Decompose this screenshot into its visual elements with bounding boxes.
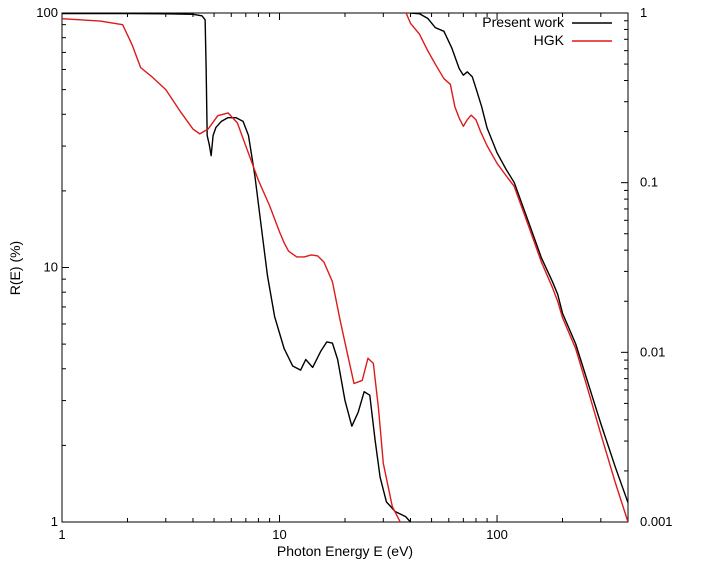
x-tick-label: 1 (58, 527, 65, 542)
hgk-line-left (62, 17, 402, 522)
y2-tick-label: 0.1 (640, 175, 658, 190)
y-axis-title: R(E) (%) (7, 241, 23, 295)
tick-marks (61, 12, 629, 523)
legend-label: HGK (534, 32, 565, 48)
x-tick-label: 10 (272, 527, 286, 542)
legend: Present work HGK (482, 14, 612, 48)
y-tick-label: 100 (36, 5, 58, 20)
x-tick-label: 100 (486, 527, 508, 542)
present-work-line-right (409, 13, 628, 503)
x-axis-title: Photon Energy E (eV) (277, 543, 413, 559)
data-series (62, 13, 628, 522)
tick-labels: 1 10 100 1 10 100 0.001 0.01 0.1 1 (36, 5, 672, 542)
present-work-line-left (62, 13, 412, 522)
y-tick-label: 1 (51, 514, 58, 529)
legend-label: Present work (482, 14, 565, 30)
y-tick-label: 10 (44, 260, 58, 275)
hgk-line-right (405, 13, 628, 522)
y2-tick-label: 0.01 (640, 344, 665, 359)
y2-tick-label: 0.001 (640, 514, 673, 529)
y2-tick-label: 1 (640, 5, 647, 20)
